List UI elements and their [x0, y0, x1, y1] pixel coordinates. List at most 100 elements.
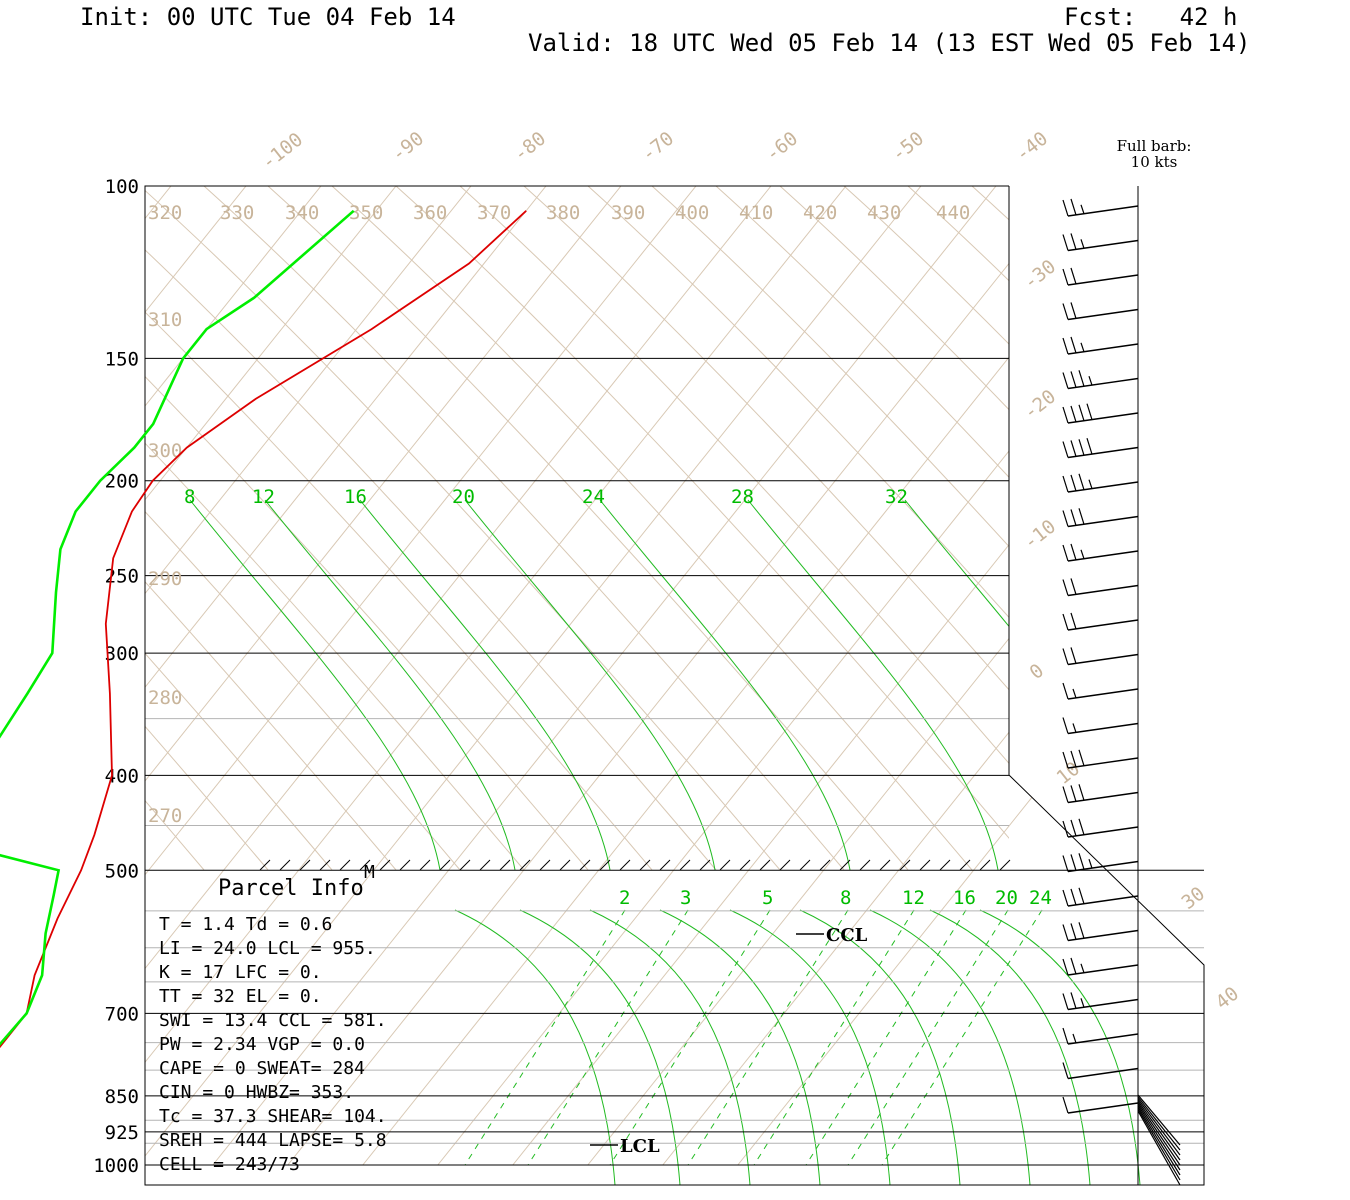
theta-label: 300 [148, 440, 182, 462]
barb-staff [1067, 860, 1139, 873]
parcel-info-row: SREH = 444 LAPSE= 5.8 [159, 1130, 387, 1151]
moist-adiabat-label: 16 [344, 486, 367, 508]
isotherm-label: -40 [1012, 127, 1053, 165]
isotherm-line [437, 186, 1204, 1166]
hatch-mark [299, 859, 311, 871]
dry-adiabat-line [523, 186, 1009, 691]
parcel-info-row: LI = 24.0 LCL = 955. [159, 938, 376, 959]
hatch-mark [959, 859, 971, 871]
wind-barb [1062, 543, 1139, 562]
barb-flag [1070, 440, 1077, 457]
barb-legend-line1: Full barb: [1117, 137, 1192, 155]
barb-flag [1078, 784, 1085, 801]
hatch-mark [419, 859, 431, 871]
hatch-mark [479, 859, 491, 871]
moist-adiabat-label: 8 [184, 486, 195, 508]
dry-adiabat-line [145, 311, 653, 870]
dry-adiabat-line [651, 186, 1009, 548]
hatch-mark [899, 859, 911, 871]
surface-barb [1137, 1094, 1181, 1146]
barb-staff [1067, 377, 1139, 390]
barb-half [1072, 1033, 1077, 1044]
pressure-label: 700 [105, 1003, 139, 1025]
surface-barb [1137, 1108, 1181, 1181]
barb-flag [1062, 613, 1069, 631]
theta-label: 400 [675, 202, 709, 224]
pressure-label: 250 [105, 566, 139, 588]
barb-staff [1067, 895, 1139, 907]
barb-flag [1070, 474, 1077, 492]
barb-flag [1070, 543, 1077, 561]
barb-staff [1067, 343, 1139, 355]
dry-adiabat-line [145, 799, 205, 870]
hatch-mark [719, 859, 731, 871]
barb-staff [1067, 653, 1139, 666]
mixing-ratio-label: 20 [995, 887, 1018, 909]
barb-flag [1078, 749, 1085, 766]
lcl-marker: LCL [590, 1136, 660, 1157]
dry-adiabat-line [145, 249, 717, 870]
isotherm-line [145, 186, 472, 1166]
hatch-mark [639, 859, 651, 871]
barb-flag [1062, 268, 1069, 286]
dry-adiabat-line [145, 725, 269, 870]
barb-flag [1062, 924, 1069, 941]
barb-flag [1062, 510, 1069, 527]
parcel-info-row: TT = 32 EL = 0. [159, 986, 322, 1007]
barb-flag [1062, 1062, 1069, 1079]
barb-staff [1067, 964, 1139, 976]
pressure-label: 300 [105, 643, 139, 665]
barb-flag [1062, 372, 1069, 389]
parcel-info-row: T = 1.4 Td = 0.6 [159, 914, 332, 935]
barb-flag [1078, 404, 1085, 421]
wind-barb [1062, 473, 1139, 493]
pressure-label: 100 [105, 176, 139, 198]
barb-half [1072, 723, 1077, 733]
barb-legend-line2: 10 kts [1131, 153, 1178, 171]
parcel-info-row: Tc = 37.3 SHEAR= 104. [159, 1106, 387, 1127]
dry-adiabat-line [587, 186, 1009, 619]
hatch-mark [779, 859, 791, 871]
barb-flag [1062, 993, 1069, 1010]
barb-flag [1078, 439, 1085, 456]
parcel-info-row: CAPE = 0 SWEAT= 284 [159, 1058, 365, 1079]
surface-barb [1137, 1096, 1181, 1151]
barb-half [1088, 376, 1093, 386]
barb-staff [1067, 722, 1139, 735]
hatch-mark [499, 859, 511, 871]
sounding-profiles [0, 209, 527, 1049]
barb-flag [1070, 371, 1077, 388]
barb-flag [1070, 647, 1077, 664]
barb-staff [1067, 1033, 1139, 1045]
barb-flag [1086, 438, 1093, 455]
chart-border [144, 185, 1205, 1186]
barb-flag [1062, 337, 1069, 355]
lcl-label: LCL [620, 1136, 660, 1157]
wind-barb [1062, 508, 1139, 528]
dry-adiabat-line [145, 510, 461, 870]
barb-flag [1078, 887, 1085, 904]
barb-flag [1070, 992, 1077, 1009]
wind-barb [1062, 1062, 1139, 1080]
barb-staff [1067, 929, 1139, 942]
moist-adiabat-line [904, 499, 1009, 628]
barb-flag [1070, 819, 1077, 837]
pressure-label: 200 [105, 471, 139, 493]
isotherm-line [145, 186, 847, 1166]
valid-time: Valid: 18 UTC Wed 05 Feb 14 (13 EST Wed … [528, 29, 1251, 57]
hatch-mark [539, 859, 551, 871]
isotherm-line [287, 186, 1072, 1166]
barb-flag [1078, 508, 1085, 525]
hatch-mark [459, 859, 471, 871]
hatch-mark [699, 859, 711, 871]
dry-adiabat-line [267, 186, 909, 870]
hatch-mark [619, 859, 631, 871]
hatch-mark [919, 859, 931, 871]
parcel-info-row: CELL = 243/73 [159, 1154, 300, 1175]
wind-barb [1062, 682, 1139, 700]
pressure-label: 150 [105, 348, 139, 370]
dry-adiabat-line [843, 186, 1009, 345]
theta-label: 420 [803, 202, 837, 224]
mixing-ratio-label: 24 [1029, 887, 1052, 909]
